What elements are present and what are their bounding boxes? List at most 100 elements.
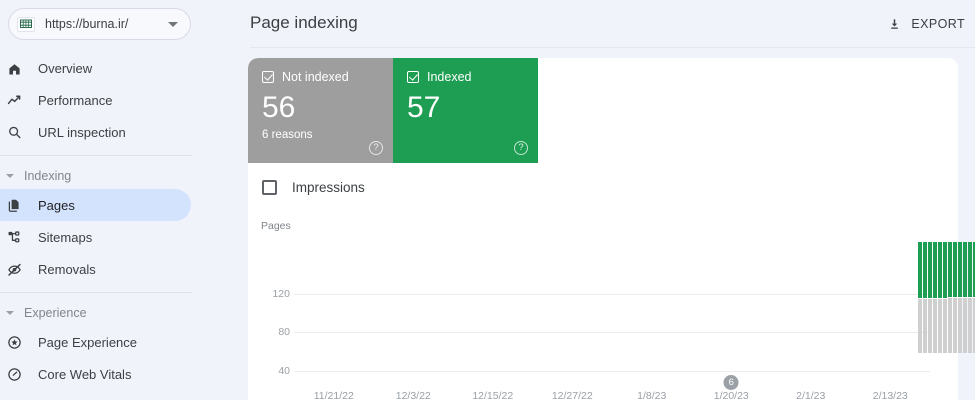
chart-bar-segment-indexed: [918, 241, 922, 300]
x-axis-tick: 2/1/23: [796, 390, 826, 400]
top-bar: Page indexing EXPORT: [208, 0, 975, 48]
sidebar-item-label: Sitemaps: [38, 229, 93, 245]
sidebar-item-page-experience[interactable]: Page Experience: [0, 326, 208, 358]
sidebar-item-label: Core Web Vitals: [38, 366, 132, 382]
chart-bar[interactable]: [938, 241, 942, 353]
sidebar-item-removals[interactable]: Removals: [0, 253, 208, 285]
sidebar-section-indexing[interactable]: Indexing: [0, 163, 208, 189]
page-experience-icon: [4, 332, 24, 352]
chart-bar-segment-indexed: [968, 241, 973, 299]
gridline: [294, 332, 930, 334]
chart-bar-segment-indexed: [973, 241, 975, 299]
sidebar-item-pages[interactable]: Pages: [0, 189, 191, 221]
chart-bar-segment-indexed: [943, 241, 948, 300]
sidebar-item-core-web-vitals[interactable]: Core Web Vitals: [0, 358, 208, 390]
gridline: [294, 370, 930, 372]
chart-bar[interactable]: [918, 241, 922, 353]
tile-label: Not indexed: [282, 70, 349, 84]
checkbox-checked-icon[interactable]: [407, 71, 419, 83]
sidebar-item-label: Performance: [38, 92, 113, 108]
chart-bar[interactable]: [953, 241, 958, 353]
sidebar-item-label: Removals: [38, 261, 96, 277]
sidebar-item-overview[interactable]: Overview: [0, 52, 208, 84]
sidebar-section-experience[interactable]: Experience: [0, 300, 208, 326]
chart-bar[interactable]: [943, 241, 948, 353]
sidebar-section-label: Experience: [24, 306, 87, 320]
impressions-checkbox[interactable]: Impressions: [262, 180, 365, 195]
x-axis-tick: 12/27/22: [551, 390, 593, 400]
sidebar-item-label: Overview: [38, 60, 93, 76]
chart-bar-segment-indexed: [958, 241, 963, 299]
home-icon: [4, 58, 24, 78]
sidebar-item-url-inspection[interactable]: URL inspection: [0, 116, 208, 148]
chart-bar[interactable]: [968, 241, 973, 353]
chevron-down-icon[interactable]: [168, 21, 178, 27]
chart-plot-area: [294, 208, 975, 400]
sidebar-divider: [0, 155, 192, 156]
gridline: [294, 294, 930, 295]
chart-bar[interactable]: [963, 241, 968, 353]
top-bar-divider: [250, 47, 975, 48]
chart-bar[interactable]: [923, 241, 927, 353]
page-title: Page indexing: [250, 13, 358, 32]
chart-bar[interactable]: [928, 241, 932, 353]
sidebar: https://burna.ir/ Overview: [0, 0, 208, 400]
chart-annotation-marker[interactable]: 6: [723, 375, 739, 390]
sidebar-item-label: Pages: [38, 197, 75, 213]
chart-bar[interactable]: [933, 241, 937, 353]
caret-down-icon: [6, 311, 14, 315]
eye-off-icon: [4, 259, 24, 279]
chart-bar[interactable]: [973, 241, 975, 353]
x-axis-tick: 1/8/23: [637, 390, 667, 400]
sidebar-item-label: Page Experience: [38, 334, 138, 350]
y-axis-tick: 80: [278, 326, 290, 339]
y-axis-title: Pages: [261, 220, 291, 232]
indexing-chart: Pages 04080120 11/21/2212/3/2212/15/2212…: [248, 208, 975, 400]
sidebar-section-label: Indexing: [24, 169, 72, 183]
sitemap-icon: [4, 227, 24, 247]
checkbox-unchecked-icon[interactable]: [262, 180, 277, 195]
chart-bar-segment-indexed: [948, 241, 953, 299]
tile-subtext: 6 reasons: [262, 129, 313, 141]
sidebar-item-label: URL inspection: [38, 124, 126, 140]
tile-not-indexed[interactable]: Not indexed 56 6 reasons ?: [248, 58, 393, 163]
pages-copy-icon: [4, 195, 24, 215]
help-icon[interactable]: ?: [369, 141, 383, 155]
chart-bar[interactable]: [958, 241, 963, 353]
x-axis-tick: 1/20/23: [713, 390, 749, 400]
property-url: https://burna.ir/: [45, 17, 129, 31]
indexing-card: Not indexed 56 6 reasons ? Indexed 57 ?: [248, 58, 975, 400]
tile-value: 56: [262, 91, 296, 124]
tile-header: Indexed: [407, 70, 526, 84]
speedometer-icon: [4, 364, 24, 384]
download-icon: [887, 17, 902, 32]
export-label: EXPORT: [911, 17, 965, 31]
chart-bar-segment-indexed: [953, 241, 958, 299]
site-favicon-icon: [17, 16, 35, 32]
x-axis-tick: 12/15/22: [472, 390, 514, 400]
sidebar-item-performance[interactable]: Performance: [0, 84, 208, 116]
chart-bar-segment-indexed: [938, 241, 942, 300]
chart-bar-segment-indexed: [923, 241, 927, 300]
x-axis-tick: 11/21/22: [313, 390, 354, 400]
search-icon: [4, 122, 24, 142]
export-button[interactable]: EXPORT: [887, 11, 965, 37]
tile-label: Indexed: [427, 70, 472, 84]
sidebar-item-sitemaps[interactable]: Sitemaps: [0, 221, 208, 253]
property-selector[interactable]: https://burna.ir/: [8, 8, 191, 40]
sidebar-nav: Overview Performance U: [0, 52, 208, 390]
help-icon[interactable]: ?: [514, 141, 528, 155]
chart-bar-segment-indexed: [933, 241, 937, 300]
chart-bar[interactable]: [948, 241, 953, 353]
y-axis-tick: 40: [278, 364, 290, 377]
chart-bar-segment-indexed: [963, 241, 968, 299]
sidebar-divider: [0, 292, 192, 293]
impressions-label: Impressions: [292, 180, 365, 195]
chart-bar-segment-indexed: [928, 241, 932, 300]
checkbox-checked-icon[interactable]: [262, 71, 274, 83]
main-content: Page indexing EXPORT Not indexed: [208, 0, 975, 400]
tile-indexed[interactable]: Indexed 57 ?: [393, 58, 538, 163]
x-axis-tick: 2/13/23: [872, 390, 908, 400]
trending-up-icon: [4, 90, 24, 110]
